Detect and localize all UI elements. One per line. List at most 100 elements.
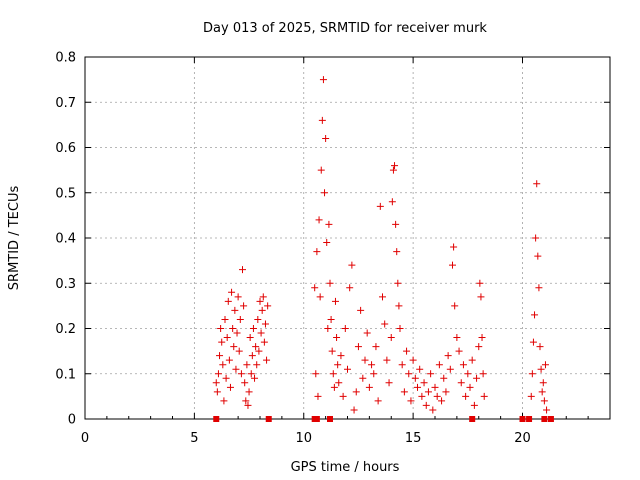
data-point (455, 347, 463, 355)
zero-value-marker (265, 416, 272, 422)
data-point (234, 293, 242, 301)
data-point (405, 370, 413, 378)
data-point (457, 379, 465, 387)
data-point (247, 370, 255, 378)
data-point (239, 266, 246, 274)
data-point (394, 279, 402, 287)
data-point (462, 392, 470, 400)
data-point (344, 365, 351, 373)
data-point (317, 166, 325, 174)
data-point (214, 370, 222, 378)
data-point (315, 216, 323, 224)
x-tick-label: 5 (190, 431, 198, 446)
data-point (311, 284, 319, 292)
data-point (223, 334, 231, 342)
data-point (240, 302, 248, 310)
data-point (444, 352, 452, 360)
data-point (255, 347, 263, 355)
data-point (324, 325, 332, 332)
data-point (540, 397, 548, 405)
data-point (220, 397, 228, 405)
data-point (479, 370, 487, 378)
data-point (381, 320, 389, 328)
data-point (254, 315, 262, 323)
zero-value-marker (313, 416, 320, 422)
data-point (326, 279, 334, 287)
data-point (259, 293, 267, 301)
data-point (389, 166, 397, 174)
data-point (450, 243, 458, 251)
data-point (261, 320, 269, 328)
data-point (346, 284, 354, 292)
data-point (476, 279, 484, 287)
data-point (365, 383, 373, 391)
data-point (352, 388, 360, 396)
zero-value-marker (519, 416, 526, 422)
data-point (414, 383, 421, 391)
data-point (236, 315, 244, 323)
data-point (387, 334, 395, 342)
data-point (222, 374, 230, 382)
data-point (316, 293, 324, 301)
data-point (334, 361, 342, 369)
data-point (528, 370, 536, 378)
y-axis-label: SRMTID / TECUs (7, 186, 22, 291)
data-point (534, 252, 542, 260)
data-point (398, 361, 406, 369)
data-point (424, 388, 432, 396)
zero-value-markers (213, 416, 554, 422)
chart-title: Day 013 of 2025, SRMTID for receiver mur… (203, 21, 487, 36)
data-point (232, 365, 240, 373)
data-point (464, 370, 472, 378)
data-point (219, 361, 227, 369)
y-tick-label: 0.7 (55, 96, 76, 111)
data-point (229, 325, 237, 332)
data-point (449, 261, 456, 269)
data-point (217, 325, 225, 332)
data-point (480, 392, 488, 400)
data-point (221, 315, 229, 323)
data-point (313, 248, 321, 256)
data-point (243, 361, 251, 369)
zero-value-marker (526, 416, 533, 422)
data-point (422, 401, 430, 409)
data-point (400, 388, 408, 396)
data-point (263, 356, 271, 364)
data-point (535, 284, 543, 292)
data-point (225, 356, 233, 364)
data-point (235, 347, 243, 355)
data-point (418, 392, 426, 400)
data-point (370, 370, 378, 378)
data-points (212, 76, 551, 414)
data-point (231, 306, 239, 314)
data-point (433, 392, 441, 400)
data-point (350, 406, 358, 414)
zero-value-marker (213, 416, 220, 422)
data-point (446, 365, 454, 373)
zero-value-marker (469, 416, 476, 422)
data-point (357, 306, 365, 314)
y-tick-label: 0 (68, 413, 76, 428)
data-point (226, 383, 234, 391)
data-point (541, 361, 549, 369)
data-point (409, 356, 417, 364)
data-point (396, 325, 404, 332)
data-point (257, 329, 265, 337)
data-point (323, 239, 331, 247)
x-tick-labels: 0 5 10 15 20 (81, 431, 531, 446)
data-point (393, 248, 401, 256)
data-point (329, 370, 337, 378)
data-point (249, 325, 257, 332)
x-tick-label: 20 (514, 431, 531, 446)
data-point (260, 338, 268, 346)
data-point (451, 302, 459, 310)
data-point (475, 343, 483, 351)
data-point (539, 379, 547, 387)
zero-value-marker (327, 416, 333, 422)
data-point (533, 180, 541, 188)
data-point (319, 76, 327, 84)
data-point (244, 401, 252, 409)
data-point (420, 379, 428, 387)
data-point (246, 334, 254, 342)
data-point (314, 392, 322, 400)
